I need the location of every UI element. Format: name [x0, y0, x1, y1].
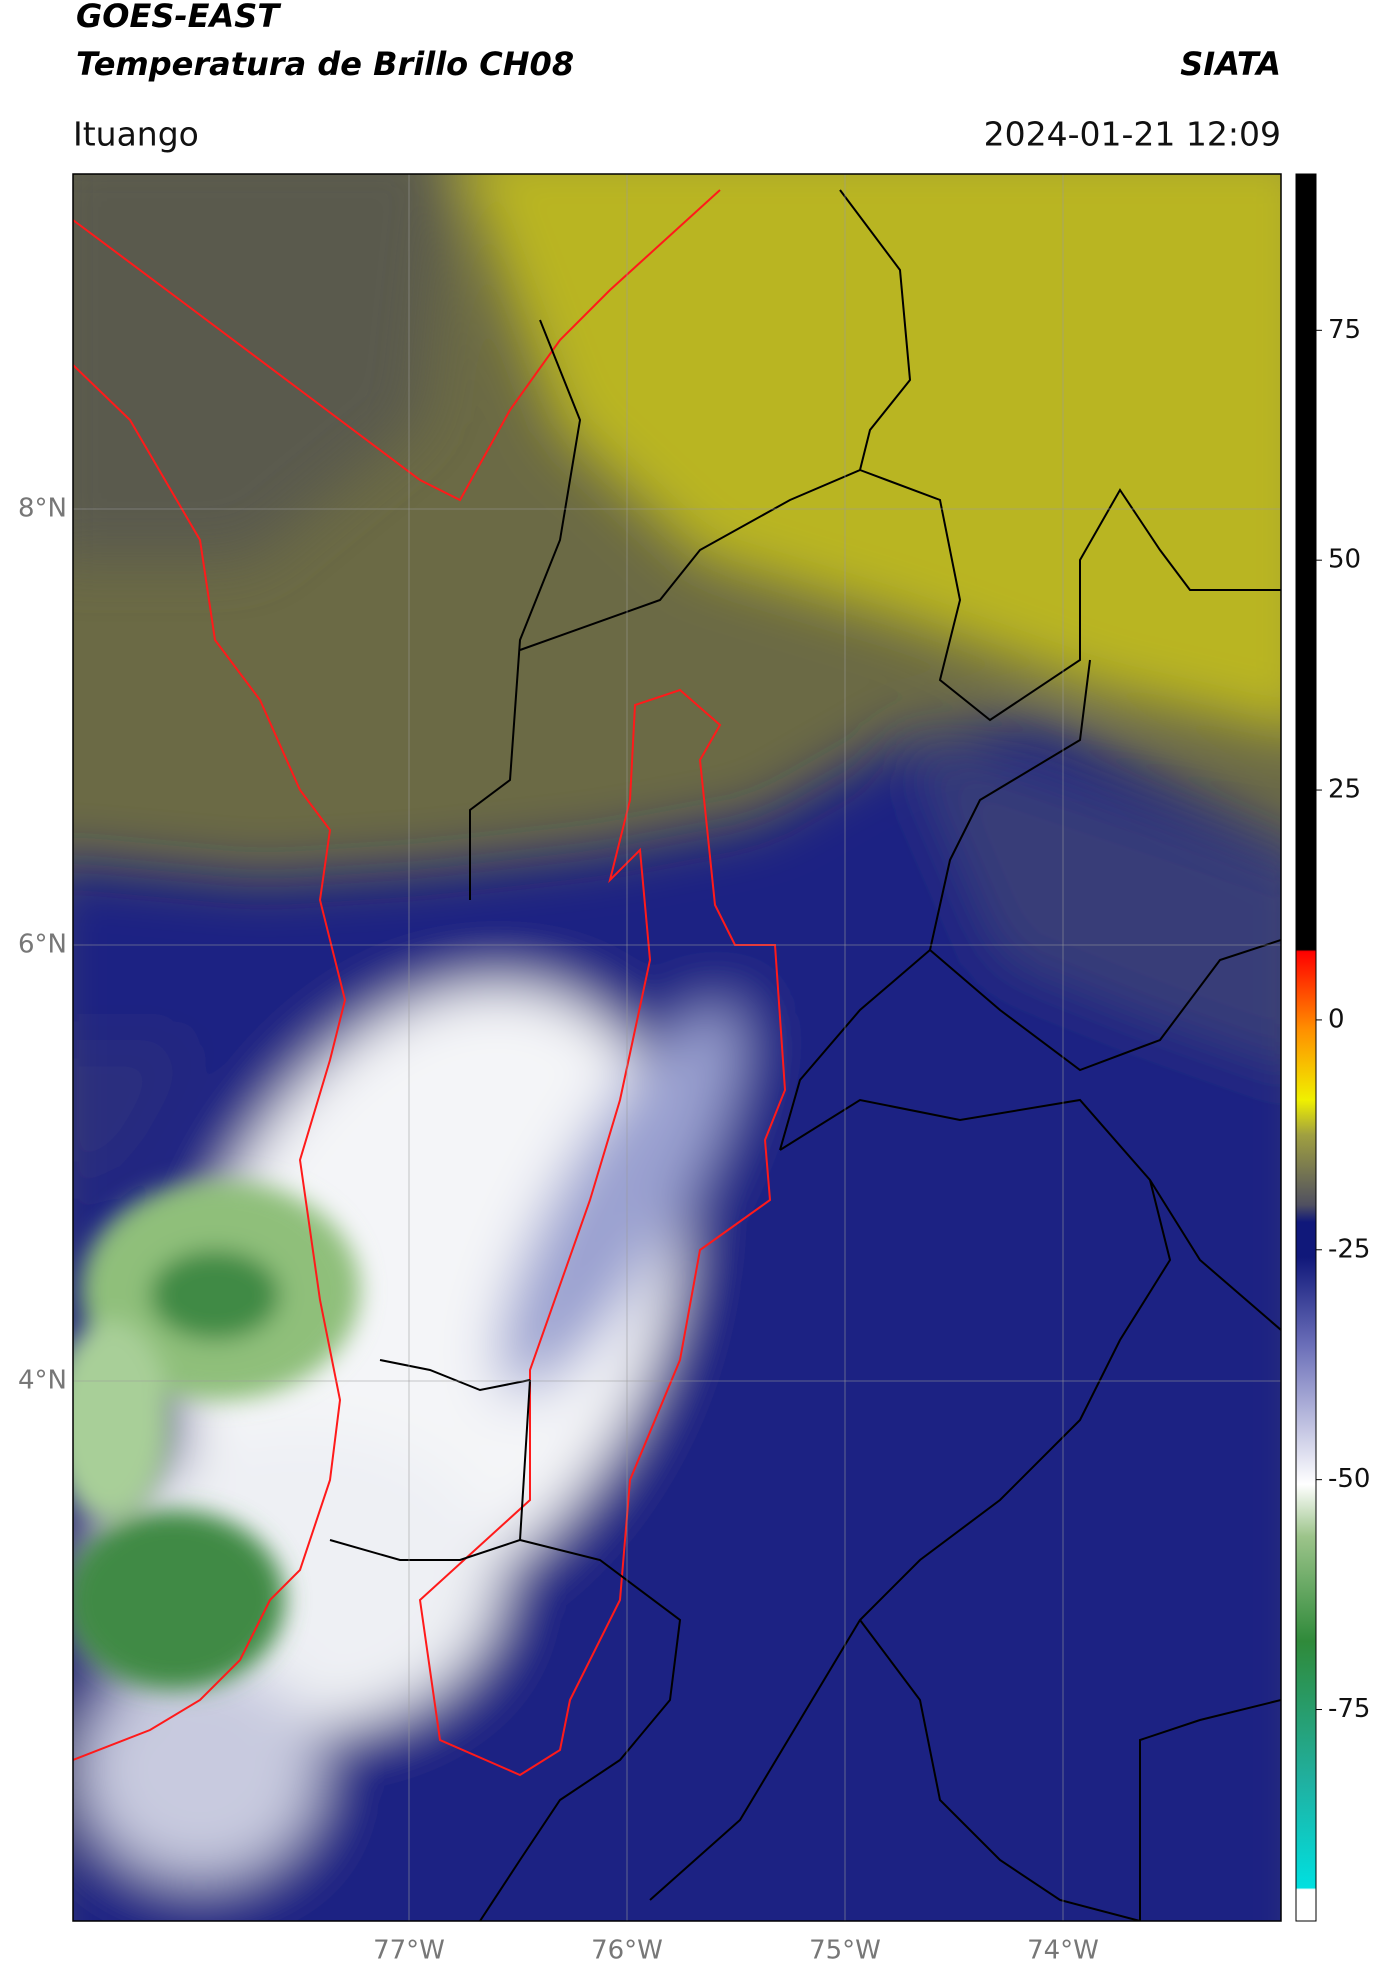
- lat-tick-label: 6°N: [18, 930, 67, 960]
- colorbar-tick-label: 0: [1328, 1004, 1345, 1034]
- colorbar-tick-label: -50: [1328, 1464, 1370, 1494]
- lon-tick-label: 76°W: [591, 1936, 663, 1966]
- colorbar-tick-label: 75: [1328, 315, 1361, 345]
- map-frame: [72, 173, 1282, 1922]
- lat-tick-label: 8°N: [18, 494, 67, 524]
- colorbar-tick-label: 25: [1328, 775, 1361, 805]
- location: Ituango: [73, 115, 199, 154]
- colorbar-tick-label: -25: [1328, 1234, 1370, 1264]
- agency: SIATA: [1180, 45, 1281, 83]
- colorbar-tick-label: -75: [1328, 1694, 1370, 1724]
- lon-tick-label: 74°W: [1027, 1936, 1099, 1966]
- colorbar: [1295, 173, 1317, 1922]
- colorbar-tick-label: 50: [1328, 545, 1361, 575]
- datetime: 2024-01-21 12:09: [984, 115, 1281, 154]
- subtitle: Temperatura de Brillo CH08: [76, 45, 574, 83]
- satellite-image: [73, 174, 1281, 1921]
- lon-tick-label: 75°W: [809, 1936, 881, 1966]
- graticule: [73, 174, 1281, 1921]
- lon-tick-label: 77°W: [373, 1936, 445, 1966]
- title: GOES-EAST: [76, 0, 281, 35]
- lat-tick-label: 4°N: [18, 1366, 67, 1396]
